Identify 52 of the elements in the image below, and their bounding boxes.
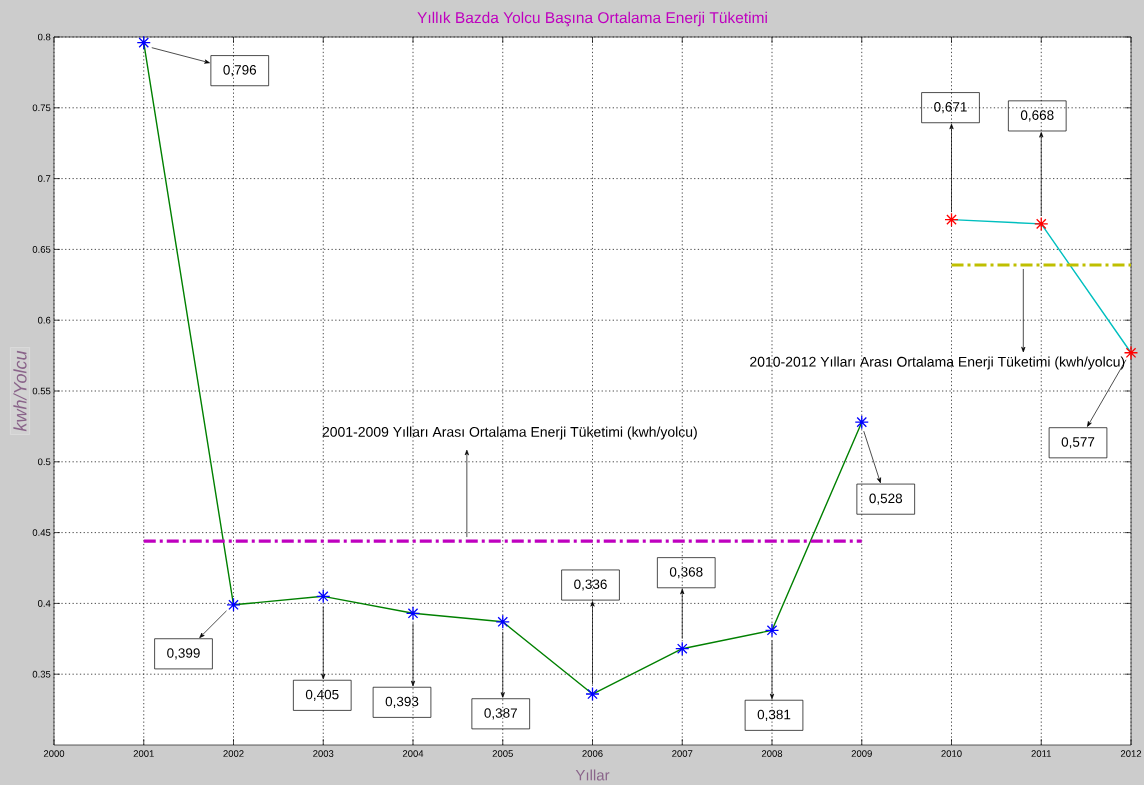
point <box>1034 216 1049 232</box>
y-tick-label: 0.45 <box>32 529 51 536</box>
y-tick-label: 0.8 <box>37 33 51 41</box>
point <box>495 614 510 629</box>
x-tick-label: 2012 <box>1120 750 1142 757</box>
point <box>136 35 151 50</box>
point <box>764 623 780 638</box>
y-axis-title: kwh/Yolcu <box>13 350 27 432</box>
data-label: 0,399 <box>167 648 200 660</box>
y-tick-label: 0.7 <box>37 175 51 182</box>
data-label: 0,368 <box>669 567 703 579</box>
y-tick-label: 0.5 <box>37 458 51 466</box>
annotation: 2010-2012 Yılları Arası Ortalama Enerji Tüketimi (kwh/yolcu) <box>750 356 1125 370</box>
y-tick-label: 0.6 <box>37 316 51 324</box>
x-tick-label: 2006 <box>582 750 603 757</box>
point <box>1123 345 1139 360</box>
point <box>226 597 241 612</box>
data-label: 0,405 <box>305 689 339 701</box>
x-tick-label: 2007 <box>672 750 693 757</box>
data-label: 0,387 <box>484 708 517 720</box>
x-axis-title: Yıllar <box>575 769 610 781</box>
chart-title: Yıllık Bazda Yolcu Başına Ortalama Enerji Tüketimi <box>417 11 767 27</box>
data-label: 0,671 <box>934 102 967 114</box>
annotation: 2001-2009 Yılları Arası Ortalama Enerji Tüketimi (kwh/yolcu) <box>322 426 697 440</box>
y-tick-label: 0.55 <box>32 387 51 395</box>
point <box>854 415 869 430</box>
y-tick-label: 0.4 <box>37 600 51 607</box>
x-tick-label: 2000 <box>43 750 65 757</box>
data-label: 0,381 <box>757 709 791 721</box>
data-label: 0,668 <box>1020 110 1054 122</box>
point <box>585 686 600 702</box>
x-tick-label: 2002 <box>223 750 244 757</box>
x-tick-label: 2003 <box>313 750 334 757</box>
x-tick-label: 2010 <box>941 750 962 757</box>
x-tick-label: 2011 <box>1031 750 1051 757</box>
data-label: 0,528 <box>869 493 903 505</box>
data-label: 0,336 <box>574 579 607 591</box>
data-label: 0,796 <box>223 65 257 77</box>
x-tick-label: 2008 <box>761 750 783 757</box>
data-label: 0,577 <box>1061 437 1095 449</box>
point <box>316 589 331 604</box>
x-tick-label: 2001 <box>133 750 154 757</box>
point <box>675 641 690 656</box>
x-tick-label: 2009 <box>851 750 872 757</box>
y-tick-label: 0.75 <box>32 104 51 112</box>
x-tick-label: 2005 <box>492 750 513 757</box>
point <box>405 606 421 621</box>
y-tick-label: 0.65 <box>32 246 51 253</box>
y-tick-label: 0.35 <box>32 670 51 678</box>
point <box>944 212 959 227</box>
data-label: 0,393 <box>385 696 419 708</box>
x-tick-label: 2004 <box>402 750 424 757</box>
